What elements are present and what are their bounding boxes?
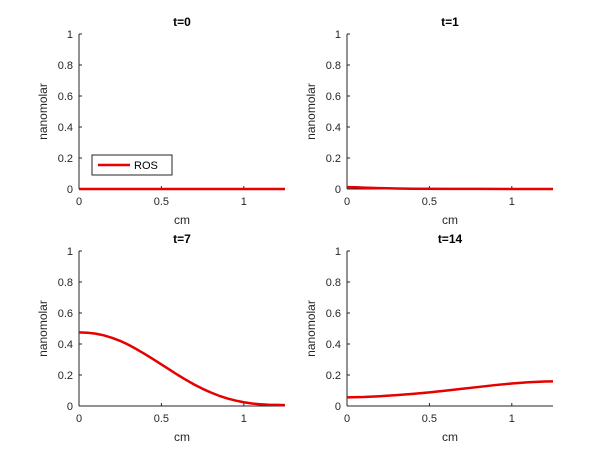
y-tick-label: 1 xyxy=(335,246,341,258)
x-tick-label: 0 xyxy=(76,413,82,425)
x-axis-label: cm xyxy=(174,213,190,227)
legend: ROS xyxy=(91,154,173,176)
subplot-3: t=7 0 0.2 0.4 0.6 0.8 1 0 0.5 1 cm nanomolar xyxy=(36,232,286,444)
x-tick-label: 1 xyxy=(241,413,247,425)
y-tick-label: 0.4 xyxy=(58,122,73,134)
y-tick-label: 0.2 xyxy=(58,153,73,165)
subplot-title: t=14 xyxy=(438,232,463,246)
y-tick-label: 0.2 xyxy=(326,153,341,165)
subplot-4: t=14 0 0.2 0.4 0.6 0.8 1 0 0.5 1 cm nanomolar xyxy=(304,232,554,444)
x-tick-label: 0.5 xyxy=(422,413,437,425)
subplot-1: t=0 0 0.2 0.4 0.6 0.8 1 0 0.5 1 cm nanomolar ROS xyxy=(36,15,285,227)
series-line-1 xyxy=(78,331,286,407)
y-tick-label: 0.8 xyxy=(58,60,73,72)
y-tick-label: 1 xyxy=(67,246,73,258)
subplot-2: t=1 0 0.2 0.4 0.6 0.8 1 0 0.5 1 cm nanomolar xyxy=(304,15,554,227)
x-tick-label: 1 xyxy=(241,196,247,208)
y-axis-label: nanomolar xyxy=(304,300,318,357)
y-tick-label: 0.6 xyxy=(58,91,73,103)
x-axis-label: cm xyxy=(174,430,190,444)
y-tick-label: 0.6 xyxy=(326,308,341,320)
y-tick-label: 0.8 xyxy=(326,60,341,72)
x-tick-label: 0 xyxy=(344,413,350,425)
series-line-1 xyxy=(346,380,554,399)
y-tick-label: 0.4 xyxy=(326,339,341,351)
y-tick-label: 0.2 xyxy=(326,370,341,382)
y-axis-label: nanomolar xyxy=(304,83,318,140)
y-tick-label: 0.6 xyxy=(58,308,73,320)
y-tick-label: 0.2 xyxy=(58,370,73,382)
y-axis-label: nanomolar xyxy=(36,300,50,357)
subplot-title: t=1 xyxy=(441,15,459,29)
x-tick-label: 0.5 xyxy=(154,413,169,425)
x-tick-label: 1 xyxy=(509,413,515,425)
x-axis-label: cm xyxy=(442,213,458,227)
y-tick-label: 1 xyxy=(335,29,341,41)
x-tick-label: 1 xyxy=(509,196,515,208)
y-tick-label: 0.4 xyxy=(58,339,73,351)
y-tick-label: 1 xyxy=(67,29,73,41)
x-tick-label: 0 xyxy=(76,196,82,208)
y-tick-label: 0.6 xyxy=(326,91,341,103)
y-tick-label: 0.8 xyxy=(58,277,73,289)
series-line-1 xyxy=(346,185,554,191)
y-tick-label: 0 xyxy=(67,401,73,413)
subplot-title: t=7 xyxy=(173,232,191,246)
y-tick-label: 0.8 xyxy=(326,277,341,289)
y-tick-label: 0 xyxy=(335,184,341,196)
y-tick-label: 0 xyxy=(67,184,73,196)
subplot-title: t=0 xyxy=(173,15,191,29)
y-tick-label: 0 xyxy=(335,401,341,413)
x-axis-label: cm xyxy=(442,430,458,444)
y-tick-label: 0.4 xyxy=(326,122,341,134)
legend-label: ROS xyxy=(134,160,158,172)
x-tick-label: 0.5 xyxy=(422,196,437,208)
x-tick-label: 0 xyxy=(344,196,350,208)
x-tick-label: 0.5 xyxy=(154,196,169,208)
legend-box xyxy=(91,154,173,176)
y-axis-label: nanomolar xyxy=(36,83,50,140)
